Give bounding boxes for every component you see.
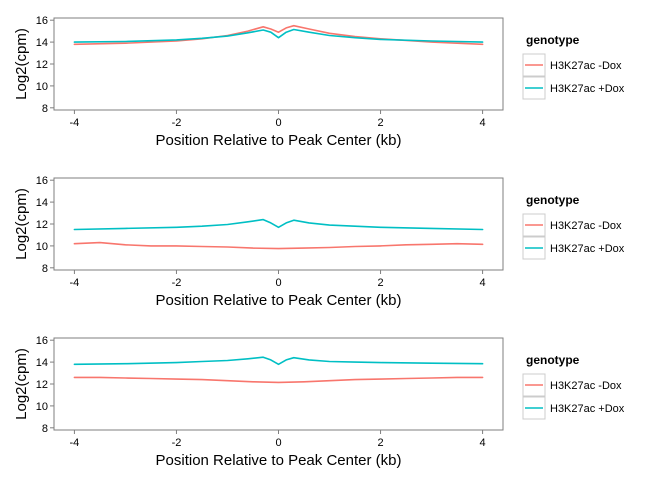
x-tick-label: 0 (275, 437, 281, 449)
legend-label: H3K27ac +Dox (550, 83, 625, 95)
y-tick-label: 14 (36, 357, 48, 369)
legend-title: genotype (526, 353, 580, 367)
x-tick-label: -4 (70, 277, 80, 289)
legend-label: H3K27ac +Dox (550, 403, 625, 415)
x-tick-label: 4 (480, 437, 486, 449)
x-axis-title: Position Relative to Peak Center (kb) (156, 132, 402, 149)
y-tick-label: 16 (36, 15, 48, 27)
y-tick-label: 8 (42, 423, 48, 435)
legend-label: H3K27ac -Dox (550, 60, 622, 72)
y-tick-label: 16 (36, 335, 48, 347)
legend-title: genotype (526, 33, 580, 47)
x-tick-label: 2 (377, 117, 383, 129)
x-tick-label: 2 (377, 437, 383, 449)
chart-panel-3: 8 10 12 14 16 -4 -2 0 2 4 Position Relative to Pea… (13, 335, 625, 469)
y-axis-title: Log2(cpm) (13, 28, 30, 100)
y-tick-label: 12 (36, 379, 48, 391)
y-tick-label: 14 (36, 37, 48, 49)
y-tick-label: 8 (42, 263, 48, 275)
y-tick-label: 8 (42, 103, 48, 115)
legend-title: genotype (526, 193, 580, 207)
series-line-minus-dox (73, 376, 484, 384)
x-tick-label: -4 (70, 117, 80, 129)
x-tick-label: -2 (172, 277, 182, 289)
y-tick-label: 12 (36, 219, 48, 231)
x-tick-label: 0 (275, 277, 281, 289)
y-tick-label: 16 (36, 175, 48, 187)
chart-panel-1: 8 10 12 14 16 -4 -2 0 2 4 Position Relative to Pea… (13, 15, 625, 149)
plot-border (53, 177, 504, 271)
series-line-plus-dox (73, 28, 484, 43)
y-axis-title: Log2(cpm) (13, 188, 30, 260)
y-tick-label: 10 (36, 241, 48, 253)
x-tick-label: -4 (70, 437, 80, 449)
x-axis-title: Position Relative to Peak Center (kb) (156, 452, 402, 469)
x-axis-title: Position Relative to Peak Center (kb) (156, 292, 402, 309)
x-tick-label: 2 (377, 277, 383, 289)
x-tick-label: 0 (275, 117, 281, 129)
series-line-plus-dox (73, 218, 484, 231)
series-line-plus-dox (73, 356, 484, 366)
x-tick-label: -2 (172, 437, 182, 449)
chart-panel-2: 8 10 12 14 16 -4 -2 0 2 4 Position Relative to Pea… (13, 175, 625, 309)
legend-label: H3K27ac -Dox (550, 380, 622, 392)
x-tick-label: 4 (480, 117, 486, 129)
x-tick-label: -2 (172, 117, 182, 129)
legend-label: H3K27ac +Dox (550, 243, 625, 255)
y-tick-label: 10 (36, 81, 48, 93)
y-tick-label: 12 (36, 59, 48, 71)
y-tick-label: 10 (36, 401, 48, 413)
y-axis-title: Log2(cpm) (13, 348, 30, 420)
x-tick-label: 4 (480, 277, 486, 289)
y-tick-label: 14 (36, 197, 48, 209)
legend-label: H3K27ac -Dox (550, 220, 622, 232)
plot-border (53, 337, 504, 431)
series-line-minus-dox (73, 241, 484, 250)
